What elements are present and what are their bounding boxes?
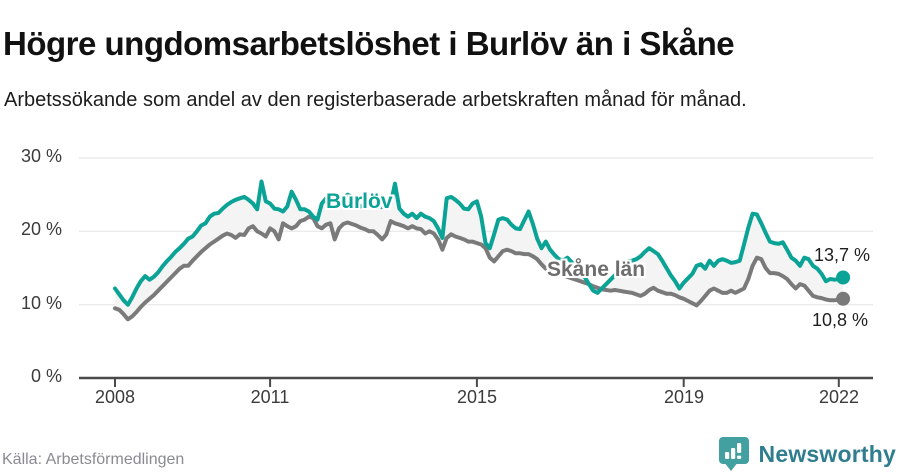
x-axis-tick-label: 2011 xyxy=(250,387,290,407)
x-axis-tick-label: 2015 xyxy=(456,387,498,407)
source-text: Källa: Arbetsförmedlingen xyxy=(2,451,185,468)
y-axis-tick-label: 10 % xyxy=(20,293,62,313)
series-line-burlov xyxy=(113,179,846,307)
newsworthy-logo: Newsworthy xyxy=(718,436,896,472)
y-axis-tick-label: 20 % xyxy=(20,219,62,239)
x-axis-tick-label: 2019 xyxy=(663,387,705,407)
x-axis-tick-label: 2022 xyxy=(818,387,860,407)
end-dot-burlov xyxy=(836,270,851,285)
y-axis-tick-label: 0 % xyxy=(30,366,62,386)
series-gap-band xyxy=(115,181,844,320)
chart-subtitle: Arbetssökande som andel av den registerb… xyxy=(4,89,747,111)
end-value-label-skane: 10,8 % xyxy=(812,310,869,330)
x-axis-tick-label: 2008 xyxy=(94,387,136,407)
bar-chart-badge-icon xyxy=(718,437,749,471)
series-label-burlov: Burlöv xyxy=(326,190,393,213)
series-label-skane: Skåne län xyxy=(547,258,646,281)
series-line-skane xyxy=(113,214,846,322)
page-title: Högre ungdomsarbetslöshet i Burlöv än i … xyxy=(3,25,735,63)
end-dot-skane xyxy=(836,291,851,306)
y-axis-tick-label: 30 % xyxy=(20,146,62,166)
logo-wordmark: Newsworthy xyxy=(758,440,896,467)
end-value-label-burlov: 13,7 % xyxy=(814,245,871,265)
